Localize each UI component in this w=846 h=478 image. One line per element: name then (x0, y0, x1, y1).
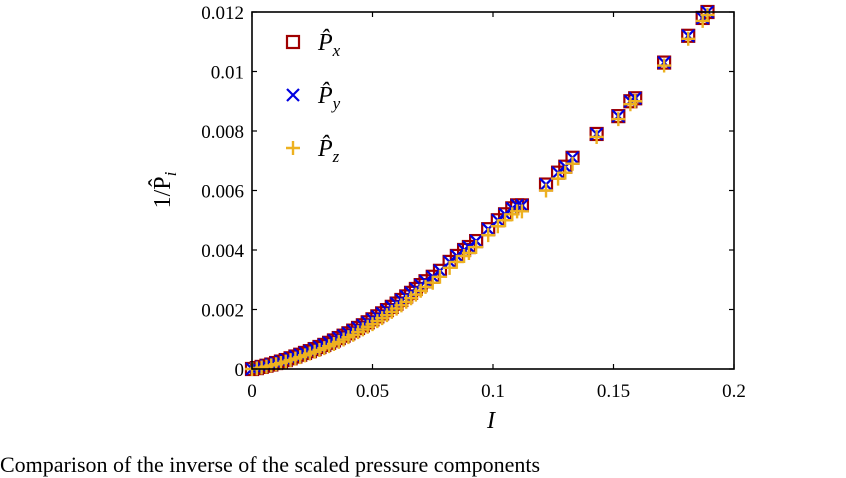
point-z (449, 254, 464, 269)
y-tick-label: 0.004 (201, 241, 244, 262)
point-z (589, 129, 604, 144)
point-z (551, 171, 566, 186)
point-z (442, 260, 457, 275)
y-axis-label: 1/P̂i (148, 171, 180, 208)
series-z (245, 7, 715, 376)
point-z (432, 269, 447, 284)
y-tick-label: 0.01 (211, 63, 244, 84)
y-tick-label: 0 (235, 360, 245, 381)
y-axis-label-subscript: i (161, 171, 180, 176)
point-z (657, 58, 672, 73)
point-z (490, 219, 505, 234)
point-z (539, 183, 554, 198)
point-z (425, 275, 440, 290)
legend-marker-z (286, 141, 300, 155)
point-z (628, 94, 643, 109)
legend-label-y: P̂y (317, 82, 341, 113)
point-z (681, 31, 696, 46)
x-tick-label: 0 (247, 381, 257, 402)
x-tick-label: 0.15 (597, 381, 630, 402)
y-tick-label: 0.008 (201, 122, 244, 143)
legend-marker-y (286, 88, 300, 102)
legend-label-x: P̂x (317, 29, 341, 60)
legend: P̂x P̂y P̂z (285, 29, 341, 166)
scatter-chart: 0 0.05 0.1 0.15 0.2 0 0.002 0.004 0.006 0.008 0.01… (148, 3, 746, 434)
data-marks (244, 4, 715, 377)
x-axis-label: I (486, 408, 496, 434)
legend-marker-x (285, 34, 301, 50)
legend-label-z: P̂z (317, 135, 340, 166)
point-z (558, 165, 573, 180)
x-tick-label: 0.2 (722, 381, 746, 402)
point-z (469, 240, 484, 255)
point-z (611, 112, 626, 127)
point-z (418, 279, 433, 294)
y-tick-label: 0.006 (201, 182, 244, 203)
x-tick-label: 0.05 (356, 381, 389, 402)
point-z (700, 7, 715, 22)
point-z (514, 204, 529, 219)
point-z (461, 245, 476, 260)
y-tick-label: 0.012 (201, 3, 244, 24)
figure-caption: Comparison of the inverse of the scaled … (0, 452, 541, 477)
svg-text:1/P̂i: 1/P̂i (148, 171, 180, 208)
y-axis-label-main: 1/P̂ (148, 176, 176, 208)
point-z (498, 213, 513, 228)
point-z (565, 156, 580, 171)
axis-ticks: 0 0.05 0.1 0.15 0.2 0 0.002 0.004 0.006 0.008 0.01… (201, 3, 746, 402)
x-tick-label: 0.1 (481, 381, 505, 402)
point-z (481, 228, 496, 243)
y-tick-label: 0.002 (201, 301, 244, 322)
series-y (245, 5, 715, 376)
series-x (244, 4, 715, 377)
